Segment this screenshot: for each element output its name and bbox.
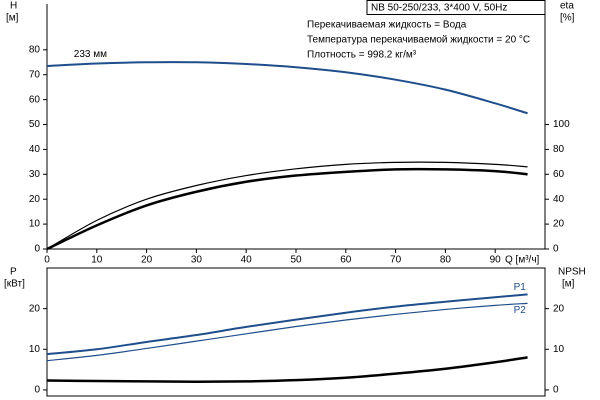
- annotation: Плотность = 998.2 кг/м³: [307, 50, 417, 61]
- y-tick-label: 60: [29, 94, 41, 105]
- y2-axis-unit: [%]: [560, 13, 575, 24]
- y2-tick-label: 60: [553, 169, 565, 180]
- y2-tick-label: 0: [553, 244, 559, 255]
- y-tick-label: 30: [29, 169, 41, 180]
- x-tick-label: 40: [241, 255, 253, 266]
- x-tick-label: 70: [390, 255, 402, 266]
- y2-axis-unit: [м]: [562, 279, 575, 290]
- y-axis-label: P: [10, 267, 17, 278]
- curve: [46, 356, 528, 384]
- y-tick-label: 20: [29, 194, 41, 205]
- y-tick-label: 10: [29, 344, 41, 355]
- curve: [46, 161, 528, 250]
- x-tick-label: 10: [91, 255, 103, 266]
- y-axis-label: H: [10, 1, 17, 12]
- x-tick-label: 80: [440, 255, 452, 266]
- y2-tick-label: 80: [553, 144, 565, 155]
- curve: [46, 167, 528, 251]
- x-axis-label: Q [м³/ч]: [505, 255, 540, 266]
- y2-axis-label: eta: [560, 1, 574, 12]
- x-tick-label: 90: [490, 255, 502, 266]
- y-tick-label: 40: [29, 144, 41, 155]
- annotation: Температура перекачиваемой жидкости = 20…: [307, 35, 530, 46]
- header: NB 50-250/233, 3*400 V, 50Hz: [371, 3, 507, 14]
- x-tick-label: 0: [44, 255, 50, 266]
- curve-label: P2: [514, 305, 527, 316]
- x-tick-label: 60: [340, 255, 352, 266]
- curve: [46, 302, 528, 362]
- annotation: Перекачиваемая жидкость = Вода: [307, 20, 467, 31]
- x-tick-label: 50: [290, 255, 302, 266]
- curve: [46, 61, 528, 115]
- plot-frame: [46, 267, 546, 397]
- y-axis-unit: [м]: [6, 13, 19, 24]
- x-tick-label: 30: [191, 255, 203, 266]
- y-tick-label: 0: [34, 244, 40, 255]
- y-tick-label: 20: [29, 303, 41, 314]
- curve-label: P1: [514, 282, 527, 293]
- y2-tick-label: 100: [553, 119, 570, 130]
- y-axis-unit: [кВт]: [4, 279, 25, 290]
- y-tick-label: 0: [34, 385, 40, 396]
- y2-tick-label: 20: [553, 219, 565, 230]
- y2-tick-label: 40: [553, 194, 565, 205]
- y2-tick-label: 0: [553, 385, 559, 396]
- curve: [46, 293, 528, 356]
- y-tick-label: 10: [29, 219, 41, 230]
- y2-tick-label: 20: [553, 303, 565, 314]
- y-tick-label: 50: [29, 119, 41, 130]
- y-tick-label: 80: [29, 44, 41, 55]
- y-tick-label: 70: [29, 69, 41, 80]
- y2-axis-label: NPSH: [558, 267, 586, 278]
- y2-tick-label: 10: [553, 344, 565, 355]
- x-tick-label: 20: [141, 255, 153, 266]
- curve-label: 233 мм: [74, 49, 107, 60]
